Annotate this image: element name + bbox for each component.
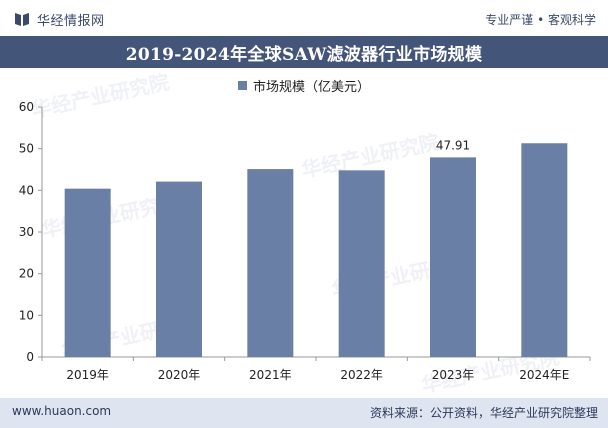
y-tick-label: 0 (26, 350, 34, 364)
x-tick-label: 2022年 (340, 368, 383, 382)
source-note: 资料来源：公开资料，华经产业研究院整理 (369, 406, 598, 420)
tagline: 专业严谨 • 客观科学 (485, 13, 596, 27)
legend-label: 市场规模（亿美元） (252, 80, 370, 95)
x-tick-label: 2023年 (432, 368, 475, 382)
y-tick-label: 60 (19, 100, 34, 114)
x-tick-label: 2021年 (249, 368, 292, 382)
bar (156, 181, 202, 357)
bar (521, 143, 568, 357)
x-tick-label: 2024年E (519, 368, 569, 382)
bar (430, 157, 476, 357)
y-tick-label: 40 (19, 183, 34, 197)
logo: 华经情报网 (14, 10, 105, 29)
book-icon (15, 13, 29, 26)
footer-bar: www.huaon.com 资料来源：公开资料，华经产业研究院整理 (0, 398, 608, 428)
legend: 市场规模（亿美元） (0, 76, 608, 95)
bar-chart: 0 10 20 30 40 50 60 2019年 2020年 2021年 2022年 2023年 47… (19, 100, 591, 382)
y-tick-label: 50 (19, 142, 34, 156)
title-bar: 2019-2024年全球SAW滤波器行业市场规模 (0, 36, 608, 68)
x-tick-label: 2019年 (66, 368, 109, 382)
site-url: www.huaon.com (12, 404, 112, 418)
chart-title: 2019-2024年全球SAW滤波器行业市场规模 (125, 44, 483, 65)
brand-name: 华经情报网 (37, 13, 105, 29)
data-label: 47.91 (436, 138, 470, 152)
x-tick-label: 2020年 (158, 368, 201, 382)
bar (247, 169, 294, 357)
y-tick-label: 10 (19, 308, 34, 322)
y-tick-label: 30 (19, 225, 34, 239)
bar (64, 188, 111, 357)
y-tick-label: 20 (19, 267, 34, 281)
bar (338, 170, 385, 357)
legend-swatch (237, 81, 247, 90)
header-bar: 华经情报网 专业严谨 • 客观科学 (0, 0, 608, 36)
